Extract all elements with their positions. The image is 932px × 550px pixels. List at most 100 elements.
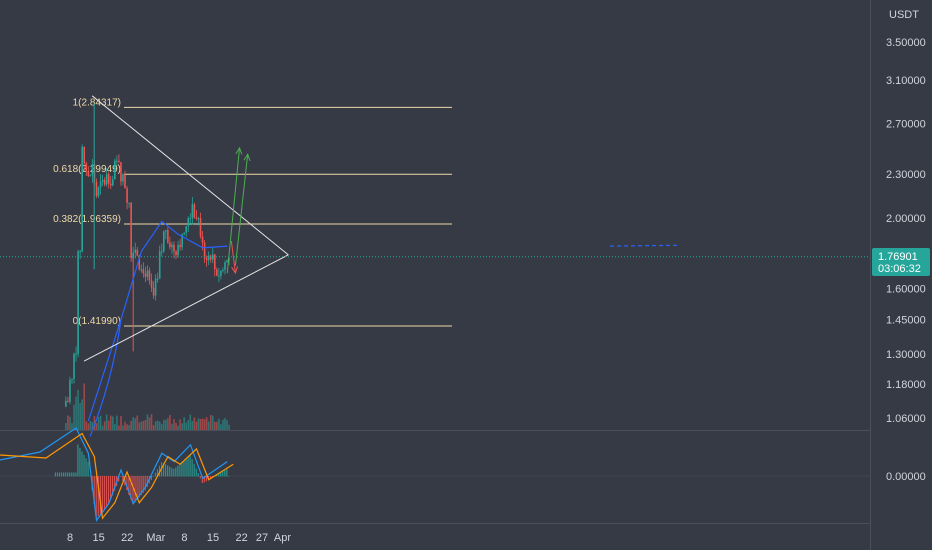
macd-histogram-bar xyxy=(193,463,195,477)
volume-bar xyxy=(140,421,143,430)
volume-bar xyxy=(152,425,155,430)
volume-bar xyxy=(79,403,81,430)
macd-histogram-bar xyxy=(109,476,112,501)
time-tick-label: 8 xyxy=(67,532,73,544)
volume-bar xyxy=(77,389,79,430)
volume-bar xyxy=(148,417,151,430)
price-tick-label: 3.50000 xyxy=(886,37,926,49)
volume-bar xyxy=(199,418,202,430)
projection-arrows[interactable] xyxy=(226,146,251,275)
candle-body xyxy=(83,146,86,164)
bullish-arrow[interactable] xyxy=(226,147,241,274)
macd-histogram-bar xyxy=(54,472,57,477)
volume-bar xyxy=(87,423,90,430)
time-tick-label: Apr xyxy=(274,532,291,544)
time-tick-label: 22 xyxy=(121,532,133,544)
time-axis[interactable]: 8 15 22 Mar 8 15 22 27 Apr xyxy=(67,532,291,544)
candle-body xyxy=(189,218,192,220)
volume-bar xyxy=(95,423,98,430)
macd-histogram-bar xyxy=(101,476,103,512)
fib-level-label: 1(2.84317) xyxy=(73,97,121,108)
macd-histogram-bar xyxy=(142,476,144,493)
macd-histogram-bar xyxy=(146,476,148,488)
volume-bar xyxy=(109,415,112,430)
bearish-arrow[interactable] xyxy=(230,240,236,274)
bullish-arrow[interactable] xyxy=(234,154,249,266)
candle-body xyxy=(142,269,145,274)
macd-histogram-bar xyxy=(167,465,169,477)
macd-histogram-bar xyxy=(156,469,159,477)
volume-bar xyxy=(93,415,96,430)
volume-bar xyxy=(91,422,94,430)
candle-body xyxy=(85,163,88,172)
volume-bar xyxy=(213,421,216,430)
candle-body xyxy=(211,254,214,260)
macd-histogram-bar xyxy=(222,471,224,477)
fib-retracement[interactable]: 1(2.84317) 0.618(2.29949) 0.382(1.96359) 0(… xyxy=(53,97,452,327)
candle-body xyxy=(226,260,228,263)
time-tick-label: 8 xyxy=(181,532,187,544)
macd-histogram-bar xyxy=(199,476,201,479)
candle-body xyxy=(103,180,106,185)
candle-body xyxy=(183,232,185,235)
triangle-lower-trendline[interactable] xyxy=(83,254,289,362)
macd-histogram-bar xyxy=(138,476,140,498)
macd-histogram-bar xyxy=(60,472,63,477)
candle-countdown: 03:06:32 xyxy=(878,263,921,275)
volume-bar xyxy=(165,419,167,430)
volume-bar xyxy=(175,422,177,430)
triangle-pattern[interactable] xyxy=(83,95,289,362)
volume-bar xyxy=(211,415,214,430)
macd-histogram-bar xyxy=(195,468,197,477)
volume-bar xyxy=(177,425,179,430)
volume-bar xyxy=(122,425,124,430)
candle-body xyxy=(165,230,167,232)
candle-body xyxy=(101,180,104,182)
macd-histogram-bar xyxy=(162,463,165,477)
candle-body xyxy=(116,160,118,162)
volume-bar xyxy=(154,421,157,430)
volume-bars xyxy=(65,383,230,430)
candle-body xyxy=(71,378,73,380)
price-badge-bg xyxy=(872,248,930,276)
volume-bar xyxy=(195,421,198,430)
candle-body xyxy=(199,218,202,237)
triangle-upper-trendline[interactable] xyxy=(91,95,289,256)
volume-bar xyxy=(142,420,145,430)
candle-body xyxy=(179,244,181,248)
volume-bar xyxy=(126,424,128,430)
macd-histogram-bar xyxy=(173,468,175,477)
bullish-arrow-head xyxy=(243,153,251,162)
volume-bar xyxy=(132,417,134,430)
volume-bar xyxy=(228,424,230,430)
price-axis[interactable]: USDT 3.50000 3.10000 2.70000 2.30000 2.00000… xyxy=(886,9,926,425)
candle-body xyxy=(193,204,196,218)
macd-histogram-bar xyxy=(122,476,124,481)
macd-zero-label: 0.00000 xyxy=(886,471,926,483)
macd-histogram-bar xyxy=(152,476,154,477)
candle-body xyxy=(195,217,198,219)
volume-bar xyxy=(114,424,116,430)
macd-pane xyxy=(0,427,870,522)
candle-body xyxy=(97,187,100,197)
candle-body xyxy=(105,174,108,185)
volume-bar xyxy=(97,416,100,430)
macd-histogram-bar xyxy=(114,476,116,491)
candle-body xyxy=(154,278,157,296)
macd-histogram-bar xyxy=(103,476,106,510)
macd-histogram-bar xyxy=(97,476,99,517)
price-tick-label: 3.10000 xyxy=(886,75,926,87)
macd-histogram-bar xyxy=(81,451,83,477)
volume-bar xyxy=(120,416,122,430)
macd-histogram-bar xyxy=(128,476,130,495)
volume-bar xyxy=(67,415,69,430)
candle-body xyxy=(140,269,143,271)
time-tick-label: 15 xyxy=(207,532,219,544)
candle-body xyxy=(222,269,224,271)
volume-bar xyxy=(71,423,73,430)
volume-bar xyxy=(134,418,137,430)
candle-body xyxy=(126,188,128,203)
volume-bar xyxy=(118,425,120,430)
